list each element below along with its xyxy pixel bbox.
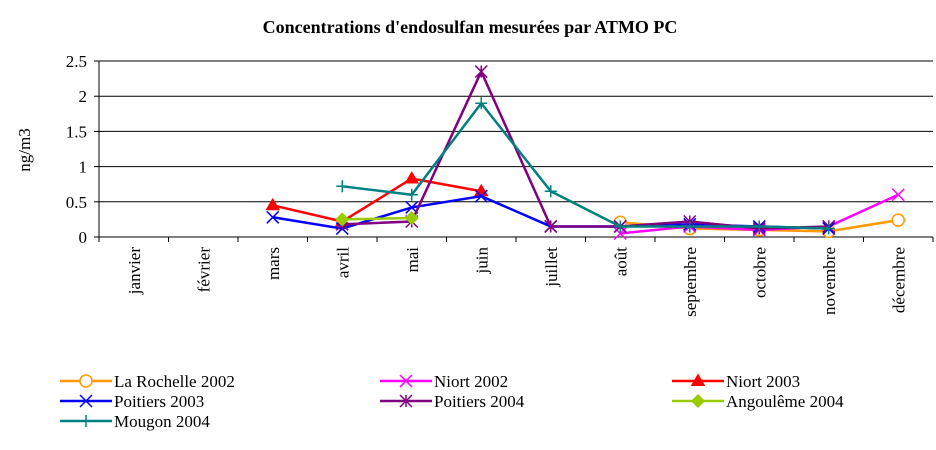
y-tick-label: 2.5: [66, 52, 87, 71]
series-line: [342, 216, 412, 221]
marker: [404, 210, 419, 226]
x-tick-label: mai: [403, 247, 422, 273]
legend-label: Poitiers 2004: [434, 392, 525, 411]
marker: [891, 213, 905, 227]
marker: [683, 220, 696, 233]
chart-title: Concentrations d'endosulfan mesurées par…: [263, 17, 678, 37]
legend-label: Niort 2002: [434, 372, 508, 391]
legend-label: Angoulême 2004: [726, 392, 844, 411]
marker: [405, 188, 418, 201]
marker: [80, 415, 92, 427]
series-line: [272, 177, 482, 223]
marker: [891, 188, 905, 202]
x-tick-label: avril: [333, 247, 352, 278]
marker: [399, 394, 413, 408]
marker: [399, 374, 413, 388]
marker: [614, 220, 627, 233]
legend-label: La Rochelle 2002: [114, 372, 235, 391]
x-tick-label: juin: [472, 247, 491, 275]
legend-label: Poitiers 2003: [114, 392, 204, 411]
x-tick-label: juillet: [542, 247, 561, 288]
series-line: [342, 101, 829, 230]
x-tick-label: septembre: [681, 247, 700, 317]
marker: [475, 97, 488, 110]
x-tick-label: février: [194, 247, 213, 293]
x-tick-label: janvier: [125, 247, 144, 296]
marker: [266, 210, 280, 224]
y-tick-label: 0.5: [66, 193, 87, 212]
y-tick-label: 1.5: [66, 122, 87, 141]
marker: [79, 394, 93, 408]
marker: [335, 212, 350, 227]
marker: [753, 220, 766, 233]
marker: [336, 180, 349, 193]
x-tick-label: octobre: [750, 247, 769, 298]
x-tick-label: décembre: [889, 247, 908, 313]
marker: [690, 393, 706, 409]
marker: [404, 171, 420, 184]
y-tick-label: 0: [79, 228, 88, 247]
marker: [822, 222, 835, 235]
marker: [544, 185, 557, 198]
x-tick-label: août: [611, 247, 630, 277]
marker: [79, 374, 93, 388]
marker: [265, 197, 281, 211]
x-tick-label: novembre: [820, 247, 839, 315]
marker: [690, 373, 706, 386]
marker: [474, 189, 488, 203]
y-tick-label: 2: [79, 87, 88, 106]
x-tick-label: mars: [264, 247, 283, 280]
y-tick-label: 1: [79, 158, 88, 177]
marker: [474, 65, 488, 79]
marker: [544, 219, 558, 233]
legend-label: Mougon 2004: [114, 412, 210, 431]
y-axis-label: ng/m3: [15, 128, 34, 171]
legend-label: Niort 2003: [726, 372, 800, 391]
